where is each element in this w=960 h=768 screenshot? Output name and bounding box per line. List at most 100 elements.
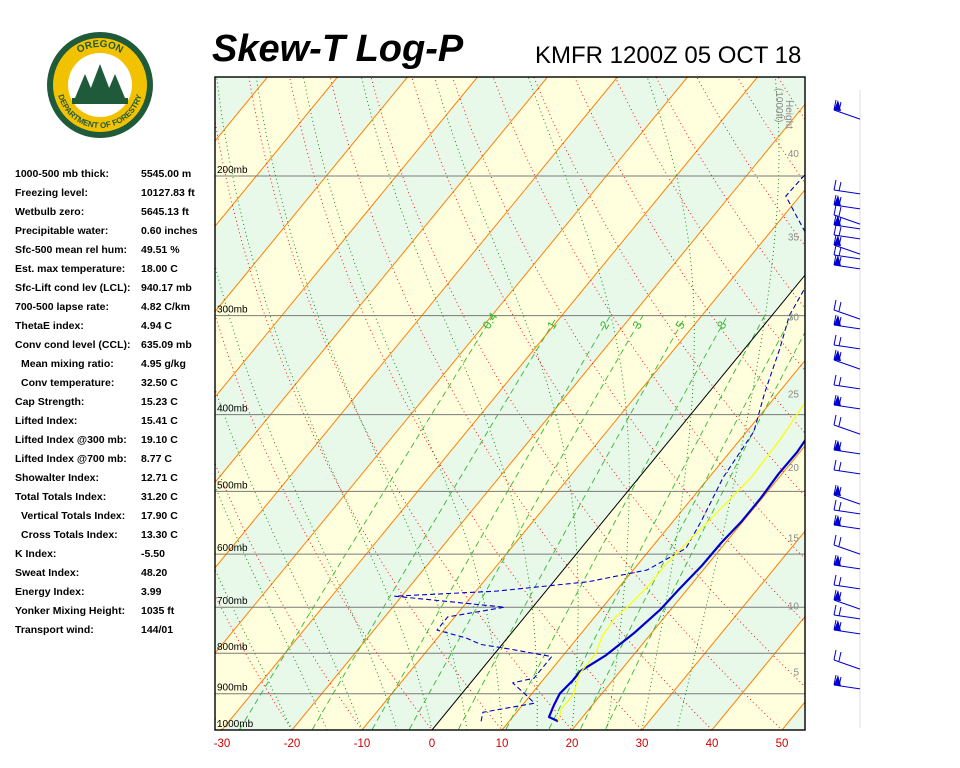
wind-barb [833,254,837,266]
station-time-label: KMFR 1200Z 05 OCT 18 [535,42,802,69]
temperature-profile-line [547,438,805,723]
dry-adiabat-line [370,77,783,730]
wind-barb [838,416,842,427]
pressure-label: 400mb [217,404,248,415]
wind-barb [838,196,842,207]
isotherm-line [291,103,805,730]
stat-label: Est. max temperature: [15,263,126,275]
wind-barb [833,404,861,410]
wind-barb [833,309,861,320]
height-tick-label: 20 [788,463,800,474]
pressure-label: 200mb [217,165,248,176]
pressure-label: 500mb [217,480,248,491]
wind-barb [833,414,837,426]
stat-value: 5545.00 m [141,168,192,180]
wind-barb [833,204,861,210]
wind-barb [833,499,837,511]
moist-adiabat-line [303,77,503,730]
stat-value: 32.50 C [141,377,178,389]
pressure-label: 600mb [217,543,248,554]
height-tick-label: 25 [788,389,800,400]
wind-barb [838,441,842,452]
stat-value: 4.82 C/km [141,301,191,313]
mixing-ratio-line [505,315,728,730]
pressure-label: 800mb [217,642,248,653]
x-tick-label: 40 [706,738,719,750]
dry-adiabat-line [215,717,223,730]
ground-icon [72,98,128,104]
stat-value: 13.30 C [141,529,178,541]
stat-value: 15.41 C [141,415,178,427]
logo-top-text: OREGON [75,39,125,56]
height-axis-label: Height [783,100,794,129]
stat-value: 1035 ft [141,605,175,617]
wind-barb [838,536,842,547]
stat-label: Wetbulb zero: [15,206,85,218]
wind-barb [833,684,861,690]
height-tick-label: 30 [788,313,800,324]
wind-barb [838,206,842,217]
wind-barb [833,599,861,610]
stat-label: Transport wind: [15,624,94,636]
wind-barb [838,396,842,407]
wind-barb [833,224,837,236]
x-tick-label: 50 [776,738,789,750]
isotherm-line [711,615,805,730]
wind-barb [833,584,861,590]
height-tick-label: 35 [788,233,800,244]
stat-label: 700-500 lapse rate: [15,301,109,313]
stat-label: Precipitable water: [15,225,109,237]
wind-barb [838,651,842,662]
wind-barb [833,554,837,566]
wind-barb [833,674,837,686]
isotherm-line [221,77,758,730]
wind-barb [833,524,861,530]
wind-barb [833,614,861,620]
wind-barb [833,359,861,370]
wind-barb [833,334,837,346]
x-tick-label: 0 [429,738,435,750]
wind-barb [838,101,842,112]
stat-label: Conv cond level (CCL): [15,339,131,351]
stat-label: Yonker Mixing Height: [15,605,126,617]
wind-barb [838,591,842,602]
wind-barb [833,384,861,390]
moist-adiabat-line [215,387,363,730]
wind-barb [838,256,842,267]
stat-value: 15.23 C [141,396,178,408]
stat-label: K Index: [15,548,57,560]
wind-barb [838,226,842,237]
wind-barb [833,244,861,255]
wind-barb [833,374,837,386]
wind-barb [838,606,842,617]
wind-barb [838,501,842,512]
wind-barb [838,301,842,312]
dry-adiabat-line [884,53,960,747]
wind-barb [833,394,837,406]
x-tick-label: 30 [636,738,649,750]
isotherm-line [501,359,805,730]
wind-barb [838,336,842,347]
stat-label: Lifted Index @700 mb: [15,453,127,465]
isotherm-line [215,77,478,398]
stat-label: Energy Index: [15,586,85,598]
stat-value: 19.10 C [141,434,178,446]
wind-barb [833,234,861,240]
stat-value: 144/01 [141,624,174,636]
stat-label: Freezing level: [15,187,88,199]
moist-adiabat-line [255,77,468,730]
mixing-ratio-line [547,315,766,730]
x-tick-label: 10 [496,738,509,750]
stat-label: Lifted Index @300 mb: [15,434,127,446]
isotherm-line [215,77,338,228]
wind-barb [833,349,837,361]
isotherm-line [852,77,960,730]
stat-label: Showalter Index: [15,472,100,484]
x-tick-label: -30 [214,738,231,750]
wind-barb [833,234,837,246]
moist-adiabat-line [641,77,695,730]
plot-frame [214,76,806,731]
isotherm-line [361,188,805,730]
wind-barb [838,351,842,362]
